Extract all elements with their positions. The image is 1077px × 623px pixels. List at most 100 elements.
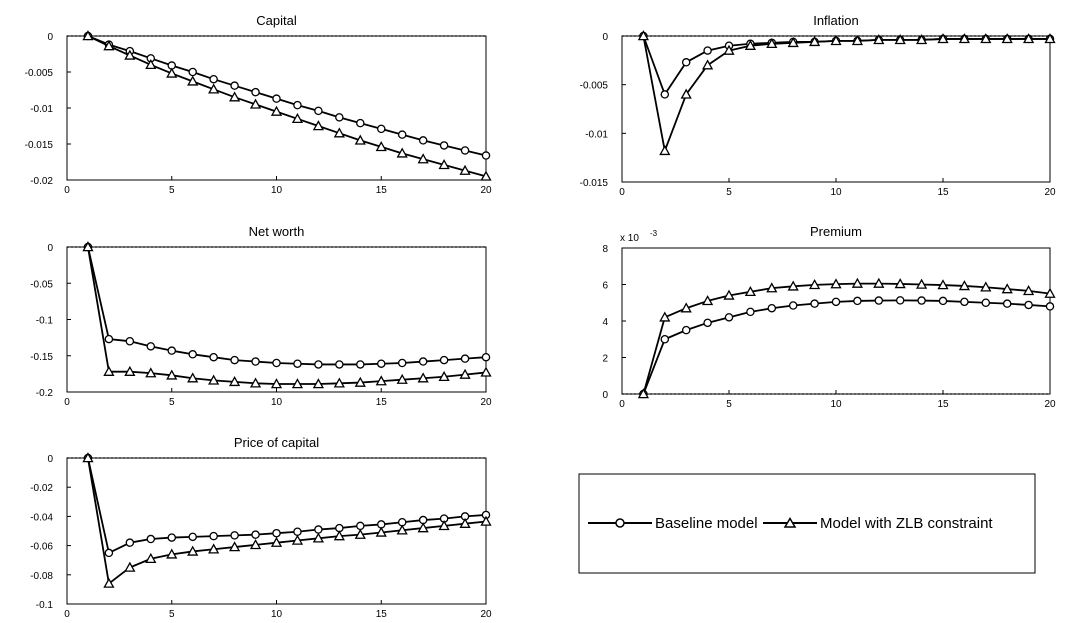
chart-0-series-model-with-zlb-constraint [82,30,492,181]
chart-4-x-tick-label: 10 [271,609,283,620]
chart-1-point-triangle [1022,33,1035,44]
chart-2-point-circle [125,336,135,346]
chart-1-title: Inflation [813,13,859,28]
chart-1-point-triangle [659,145,671,156]
chart-1-point-triangle [958,33,971,44]
chart-0-title: Capital [256,13,297,28]
chart-0-x-tick-label: 15 [376,185,388,196]
chart-4-point-triangle [208,543,220,554]
chart-2-point-circle [481,352,491,362]
chart-1-x-tick-label: 20 [1044,187,1056,198]
chart-2-point-circle [251,357,260,366]
chart-3-y-exponent-label: x 10 [620,233,639,244]
chart-4-x-tick-label: 20 [480,609,492,620]
chart-0-point-circle [356,118,365,128]
chart-2-series-line-model-with-zlb-constraint [87,246,487,385]
chart-0-point-triangle [270,105,283,116]
chart-0-point-triangle [103,40,115,51]
chart-3-y-tick-label: 6 [602,281,608,292]
chart-0-point-triangle [417,153,429,164]
chart-4-point-triangle [249,539,262,550]
chart-2-point-triangle [417,372,429,383]
chart-1-series-line-model-with-zlb-constraint [642,35,1050,152]
chart-2-point-circle [272,358,281,368]
chart-0-point-triangle [145,58,157,70]
chart-0-point-circle [335,113,344,122]
chart-0-point-triangle [228,91,241,102]
chart-1-point-triangle [701,59,714,70]
chart-1-point-triangle [787,36,799,48]
chart-0-point-triangle [459,164,471,175]
chart-2-x-tick-label: 20 [480,397,492,408]
chart-2-point-triangle [124,365,136,376]
chart-0-point-triangle [396,147,408,158]
chart-2-point-circle [356,360,365,369]
chart-0-point-circle [481,151,491,160]
chart-1-point-triangle [915,34,928,45]
chart-4-series-baseline-model [83,453,491,558]
chart-2-point-triangle [459,368,471,379]
chart-1-point-triangle [1001,33,1013,44]
chart-1-x-tick-label: 0 [619,187,625,198]
chart-3-x-tick-label: 0 [619,399,625,410]
chart-4-point-circle [146,534,156,544]
chart-1-point-triangle [723,44,735,55]
chart-0-point-circle [376,124,386,134]
chart-1-point-triangle [744,39,757,50]
chart-3-x-tick-label: 15 [937,399,949,410]
chart-3-point-triangle [766,282,778,293]
chart-2-title: Net worth [249,224,305,239]
chart-1-point-triangle [637,30,650,41]
chart-3-point-triangle [980,281,992,292]
chart-3-point-triangle [830,278,842,289]
chart-3-point-circle [917,296,926,305]
chart-4-point-triangle [417,522,429,533]
chart-4-point-triangle [438,520,450,531]
legend-entry-zlb: Model with ZLB constraint [763,515,993,532]
chart-2-point-triangle [312,378,325,389]
chart-4-x-tick-label: 15 [376,609,388,620]
chart-3-x-tick-label: 20 [1044,399,1056,410]
chart-2-point-triangle [145,367,157,378]
chart-1-point-triangle [1044,33,1056,44]
chart-2-point-triangle [166,369,178,380]
chart-3-point-circle [660,334,670,344]
chart-0-y-tick-label: -0.01 [30,104,53,115]
chart-4-point-triangle [480,515,492,526]
chart-1-y-tick-label: 0 [602,32,608,43]
chart-3-point-circle [853,296,862,306]
chart-3-point-triangle [937,279,949,290]
chart-2-y-tick-label: -0.1 [36,316,54,327]
chart-4-point-triangle [396,524,408,535]
panel-net-worth: Net worth 0 5 10 15 20 0 -0.05 -0.1 -0.15 -0.2 [30,224,492,408]
chart-3-point-circle [746,307,755,317]
chart-2-point-circle [167,346,176,355]
chart-3-series-line-baseline-model [642,299,1051,395]
chart-4-point-triangle [166,548,178,559]
chart-3-point-triangle [701,295,714,306]
panel-capital: Capital 0 5 10 15 20 0 -0.005 -0.01 -0.015 -0.02 [25,13,492,196]
chart-4-title: Price of capital [234,435,319,450]
chart-2-point-triangle [291,378,304,389]
chart-4-series-model-with-zlb-constraint [82,452,492,588]
chart-0-point-triangle [124,49,136,60]
chart-4-point-triangle [333,530,345,541]
chart-0-point-circle [397,130,407,139]
chart-1-y-tick-label: -0.01 [585,129,608,140]
chart-2-point-triangle [480,366,492,377]
chart-0-x-tick-label: 5 [169,185,175,196]
chart-0-point-triangle [438,159,450,170]
chart-3-series-model-with-zlb-constraint [637,277,1056,399]
chart-4-point-circle [251,530,260,539]
chart-3-y-tick-label: 8 [602,244,608,255]
chart-2-point-circle [335,360,344,369]
chart-3-point-triangle [915,278,928,289]
chart-3-point-circle [895,296,905,305]
chart-4-point-triangle [187,545,199,556]
chart-2-point-circle [397,358,407,368]
legend-label-baseline: Baseline model [655,515,758,532]
chart-0-point-circle [418,136,428,145]
chart-3-point-circle [681,325,691,335]
chart-4-point-triangle [459,517,471,528]
